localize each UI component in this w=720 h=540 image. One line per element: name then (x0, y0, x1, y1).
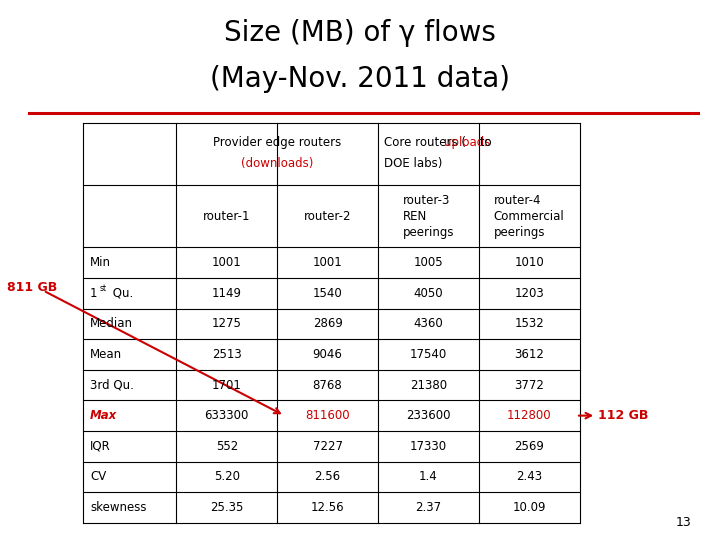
Text: 2.56: 2.56 (315, 470, 341, 483)
Text: st: st (99, 284, 107, 293)
Text: 4050: 4050 (413, 287, 444, 300)
Text: (downloads): (downloads) (241, 157, 313, 171)
Text: Median: Median (90, 318, 133, 330)
Text: Qu.: Qu. (109, 287, 134, 300)
Text: 13: 13 (675, 516, 691, 529)
Text: Min: Min (90, 256, 111, 269)
Text: 1203: 1203 (514, 287, 544, 300)
Text: DOE labs): DOE labs) (384, 157, 442, 171)
Text: 2569: 2569 (514, 440, 544, 453)
Text: 25.35: 25.35 (210, 501, 243, 514)
Text: 811600: 811600 (305, 409, 350, 422)
Text: uploads: uploads (444, 136, 490, 149)
Text: 1.4: 1.4 (419, 470, 438, 483)
Text: 1275: 1275 (212, 318, 242, 330)
Text: Core routers (: Core routers ( (384, 136, 466, 149)
Text: Size (MB) of γ flows: Size (MB) of γ flows (224, 19, 496, 47)
Text: 7227: 7227 (312, 440, 343, 453)
Text: 1532: 1532 (514, 318, 544, 330)
Text: skewness: skewness (90, 501, 146, 514)
Text: 3rd Qu.: 3rd Qu. (90, 379, 134, 392)
Text: 9046: 9046 (312, 348, 343, 361)
Text: Max: Max (90, 409, 117, 422)
Text: router-1: router-1 (203, 210, 251, 223)
Text: router-3
REN
peerings: router-3 REN peerings (402, 194, 454, 239)
Text: 811 GB: 811 GB (7, 281, 58, 294)
Text: CV: CV (90, 470, 107, 483)
Text: 17330: 17330 (410, 440, 447, 453)
Text: 1010: 1010 (514, 256, 544, 269)
Text: 1: 1 (90, 287, 97, 300)
Text: 2869: 2869 (312, 318, 343, 330)
Text: (May-Nov. 2011 data): (May-Nov. 2011 data) (210, 65, 510, 93)
Text: 1540: 1540 (312, 287, 343, 300)
Text: 233600: 233600 (406, 409, 451, 422)
Text: 17540: 17540 (410, 348, 447, 361)
Text: IQR: IQR (90, 440, 111, 453)
Text: 1005: 1005 (413, 256, 444, 269)
Text: 2.37: 2.37 (415, 501, 441, 514)
Text: 633300: 633300 (204, 409, 249, 422)
Text: 112800: 112800 (507, 409, 552, 422)
Text: Provider edge routers: Provider edge routers (213, 136, 341, 149)
Text: 3772: 3772 (514, 379, 544, 392)
Text: router-4
Commercial
peerings: router-4 Commercial peerings (494, 194, 564, 239)
Text: 12.56: 12.56 (311, 501, 344, 514)
Text: router-2: router-2 (304, 210, 351, 223)
Text: to: to (476, 136, 492, 149)
Text: Mean: Mean (90, 348, 122, 361)
Text: 21380: 21380 (410, 379, 447, 392)
Text: 10.09: 10.09 (513, 501, 546, 514)
Text: 8768: 8768 (312, 379, 343, 392)
Text: 5.20: 5.20 (214, 470, 240, 483)
Text: 2.43: 2.43 (516, 470, 542, 483)
Text: 1149: 1149 (212, 287, 242, 300)
Text: 552: 552 (216, 440, 238, 453)
Text: 4360: 4360 (413, 318, 444, 330)
Text: 112 GB: 112 GB (598, 409, 648, 422)
Text: 3612: 3612 (514, 348, 544, 361)
Text: 1701: 1701 (212, 379, 242, 392)
Text: 2513: 2513 (212, 348, 242, 361)
Text: 1001: 1001 (312, 256, 343, 269)
Text: 1001: 1001 (212, 256, 242, 269)
